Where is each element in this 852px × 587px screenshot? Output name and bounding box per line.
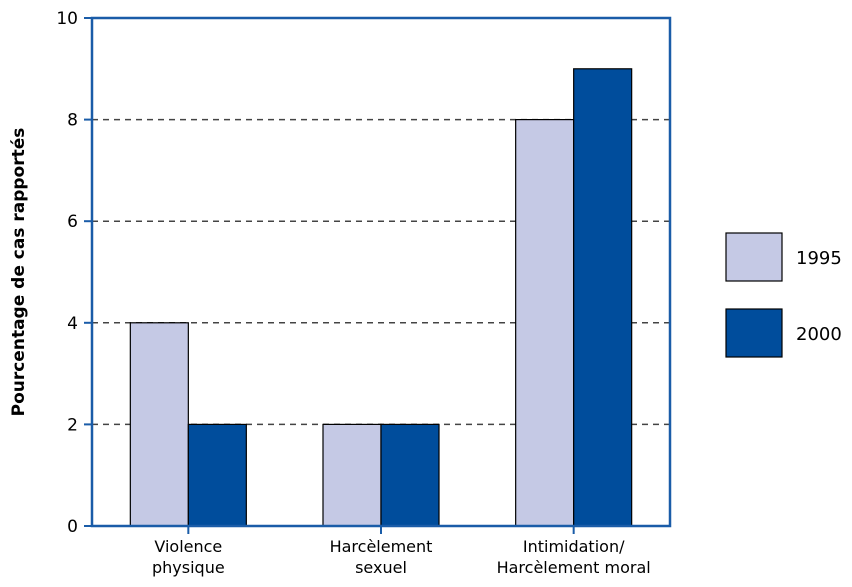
bar-2000-2 — [573, 68, 633, 527]
x-category-label-line: Harcèlement moral — [497, 558, 651, 577]
y-ticks: 0 2 4 6 8 10 — [56, 9, 92, 537]
y-tick-label: 2 — [67, 415, 78, 435]
legend-label-2000: 2000 — [796, 324, 842, 345]
bar-1995-2 — [515, 118, 575, 527]
x-category-label-line: Intimidation/ — [523, 537, 625, 556]
y-axis-title: Pourcentage de cas rapportés — [9, 128, 29, 417]
bar-2000-0 — [187, 423, 247, 527]
x-category-label: Harcèlement sexuel — [330, 537, 433, 577]
bar-1995-0 — [129, 322, 189, 527]
y-tick-label: 8 — [67, 111, 78, 131]
legend: 1995 2000 — [725, 232, 842, 358]
bar-1995-1 — [322, 423, 382, 527]
y-tick-label: 0 — [67, 517, 78, 537]
y-tick-label: 6 — [67, 212, 78, 232]
x-category-label-line: Violence — [154, 537, 222, 556]
legend-swatch-2000 — [725, 308, 783, 358]
x-categories: Violence physique Harcèlement sexuel Intimid… — [152, 526, 651, 577]
legend-label-1995: 1995 — [796, 248, 842, 269]
x-category-label-line: Harcèlement — [330, 537, 433, 556]
x-category-label-line: sexuel — [355, 558, 407, 577]
bars — [129, 68, 633, 527]
x-category-label: Intimidation/Harcèlement moral — [497, 537, 651, 577]
x-category-label: Violence physique — [152, 537, 225, 577]
y-tick-label: 4 — [67, 314, 78, 334]
legend-swatch-1995 — [725, 232, 783, 282]
y-tick-label: 10 — [56, 9, 78, 29]
x-category-label-line: physique — [152, 558, 225, 577]
bar-2000-1 — [380, 423, 440, 527]
